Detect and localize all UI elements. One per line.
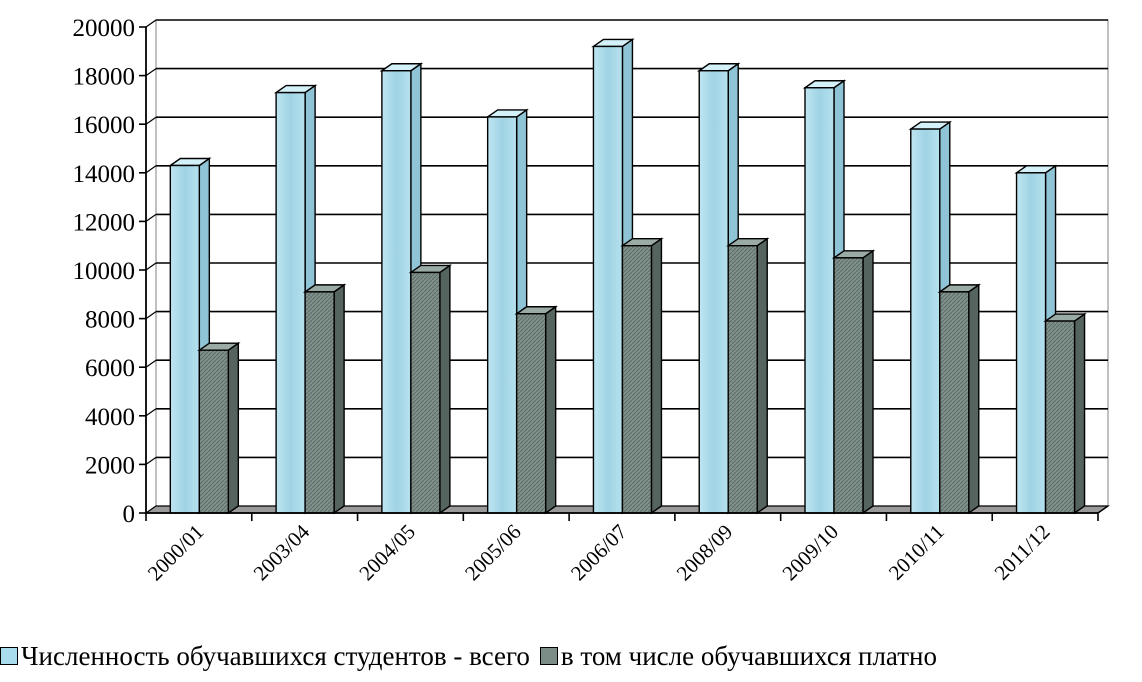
bar-paid-2004/05 — [408, 264, 453, 515]
bar-front — [727, 244, 758, 514]
bar-side — [439, 264, 451, 515]
bar-paid-2005/06 — [514, 305, 558, 515]
bars — [168, 38, 1087, 515]
legend-item-total: Численность обучавшихся студентов - всег… — [0, 641, 530, 672]
bar-front — [486, 116, 518, 514]
gridline-connector — [145, 311, 157, 320]
y-tick-label: 2000 — [85, 452, 135, 479]
y-tick-label: 8000 — [85, 307, 135, 334]
bar-front — [698, 70, 729, 514]
bar-front — [833, 257, 864, 514]
bar-front — [275, 91, 306, 514]
y-tick-label: 20000 — [73, 15, 136, 42]
bar-front — [410, 271, 441, 514]
y-tick-label: 18000 — [73, 64, 136, 91]
y-tick-label: 0 — [123, 501, 136, 528]
gridline-connector — [145, 359, 157, 368]
x-tick-label: 2004/05 — [354, 520, 420, 586]
x-tick-label: 2010/11 — [884, 520, 949, 585]
bar-side — [650, 237, 663, 515]
bar-side — [1073, 312, 1086, 515]
bar-front — [381, 70, 412, 514]
y-tick-label: 4000 — [85, 404, 135, 431]
gridline-connector — [145, 213, 157, 222]
x-tick-label: 2008/09 — [672, 520, 738, 586]
legend-swatch-paid — [539, 647, 558, 665]
gridline-connector — [145, 116, 157, 125]
bar-paid-2000/01 — [197, 341, 241, 515]
x-tick-label: 2011/12 — [990, 520, 1055, 585]
gridline-connector — [145, 408, 157, 417]
legend: Численность обучавшихся студентов - всег… — [0, 636, 1142, 676]
bar-total-2000/01 — [168, 157, 212, 515]
bar-side — [968, 283, 980, 515]
x-tick-label: 2005/06 — [460, 520, 526, 586]
bar-paid-2011/12 — [1043, 312, 1087, 515]
bar-paid-2006/07 — [620, 237, 664, 515]
legend-label-paid: в том числе обучавшихся платно — [560, 640, 937, 671]
x-tick-label: 2009/10 — [777, 520, 843, 586]
x-tick-label: 2000/01 — [143, 520, 209, 586]
bar-front — [515, 313, 547, 514]
legend-label-total: Численность обучавшихся студентов - всег… — [21, 640, 530, 671]
gridline-connector — [145, 456, 157, 465]
bar-paid-2009/10 — [831, 249, 876, 515]
bar-front — [592, 45, 624, 514]
bar-front — [304, 291, 335, 514]
bar-side — [333, 283, 345, 515]
x-axis-end — [1097, 505, 1109, 514]
y-tick-label: 16000 — [73, 112, 136, 139]
y-tick-label: 14000 — [73, 161, 136, 188]
bar-paid-2010/11 — [937, 283, 981, 515]
gridline-connector — [145, 262, 157, 271]
y-tick-label: 6000 — [85, 355, 135, 382]
legend-swatch-total — [0, 647, 18, 665]
y-tick-label: 10000 — [73, 258, 136, 285]
y-tick-label: 12000 — [73, 209, 136, 236]
bar-front — [169, 164, 201, 514]
legend-item-paid: в том числе обучавшихся платно — [539, 640, 937, 672]
bar-front — [1044, 320, 1076, 514]
bar-paid-2008/09 — [725, 237, 770, 515]
bar-front — [939, 291, 970, 514]
bar-chart: 0 2000 4000 6000 8000 10000 12000 14000 16000 180… — [73, 15, 1110, 586]
gridline-connector — [145, 68, 157, 77]
bar-front — [1015, 172, 1047, 514]
x-tick-label: 2003/04 — [249, 519, 315, 585]
x-axis-ticks: 2000/01 2003/04 2004/05 2005/06 2006/07 2008/… — [143, 513, 1099, 586]
y-axis-ticks: 0 2000 4000 6000 8000 10000 12000 14000 16000 180… — [73, 15, 146, 528]
bar-side — [862, 249, 874, 515]
bar-front — [198, 349, 230, 514]
bar-side — [227, 341, 240, 515]
bar-side — [756, 237, 768, 515]
gridline-connector — [145, 165, 157, 174]
bar-front — [804, 87, 835, 514]
bar-front — [621, 244, 653, 514]
gridline-connector — [145, 19, 157, 28]
x-tick-label: 2006/07 — [566, 520, 632, 586]
bar-paid-2003/04 — [302, 283, 347, 515]
bar-side — [544, 305, 557, 515]
bar-front — [910, 128, 941, 514]
